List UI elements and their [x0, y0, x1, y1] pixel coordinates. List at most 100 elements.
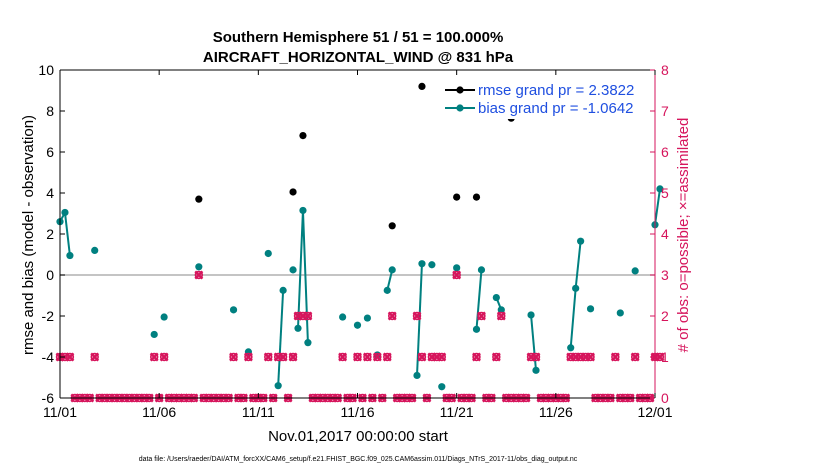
obs-possible-marker [194, 270, 204, 280]
bias-point [472, 325, 481, 333]
obs-possible-marker [373, 352, 382, 362]
obs-assimilated-marker [437, 352, 447, 362]
bias-point [492, 293, 500, 302]
obs-assimilated-marker [159, 352, 169, 362]
obs-assimilated-marker [353, 352, 362, 362]
y-right-tick-label: 8 [661, 62, 669, 78]
bias-point [453, 264, 461, 272]
bias-point [388, 266, 396, 274]
plot-area [60, 70, 655, 398]
bias-point [229, 306, 238, 314]
legend-box [440, 81, 648, 119]
obs-assimilated-marker [278, 352, 288, 362]
axes: -6 -4 -2 0 2 4 6 8 10 0 1 2 3 4 5 6 7 8 11/01 11/06 11/11 11/… [38, 62, 672, 420]
x-axis-label: Nov.01,2017 00:00:00 start [268, 428, 449, 445]
y-right-tick-label: 2 [661, 308, 669, 324]
obs-possible-marker [477, 311, 486, 321]
rmse-point [388, 222, 396, 230]
obs-possible-marker [472, 352, 481, 362]
x-tick-label: 11/11 [242, 404, 275, 420]
obs-assimilated-marker [477, 311, 486, 321]
obs-assimilated-marker [243, 352, 253, 362]
chart-subtitle: AIRCRAFT_HORIZONTAL_WIND @ 831 hPa [203, 49, 514, 66]
obs-assimilated-marker [417, 352, 427, 362]
obs-possible-marker [383, 352, 392, 362]
bias-point [428, 261, 436, 269]
bias-point [294, 324, 302, 332]
rmse-point [289, 188, 297, 196]
legend-rmse-marker [456, 86, 464, 94]
bias-point [438, 383, 446, 391]
y-right-tick-label: 5 [661, 185, 669, 201]
obs-assimilated-marker [263, 352, 273, 362]
obs-assimilated-marker [472, 352, 481, 362]
y-left-tick-label: -6 [42, 390, 55, 406]
y-left-tick-label: 2 [46, 226, 54, 242]
bias-point [413, 371, 421, 380]
rmse-point [453, 193, 461, 201]
x-tick-label: 11/06 [142, 404, 176, 420]
y-axis-label-left: rmse and bias (model - observation) [20, 115, 37, 355]
obs-assimilated-marker [531, 352, 541, 362]
y-left-tick-label: 4 [46, 185, 54, 201]
y-right-tick-label: 3 [661, 267, 669, 283]
bias-point [289, 266, 297, 274]
bias-point [304, 339, 312, 347]
bias-point [477, 266, 486, 274]
obs-possible-marker [497, 311, 506, 321]
y-right-tick-label: 4 [661, 226, 669, 242]
obs-possible-marker [264, 352, 273, 362]
obs-assimilated-marker [65, 352, 75, 362]
bias-point [61, 208, 69, 217]
bias-point [264, 249, 272, 258]
legend-bias-marker [456, 104, 464, 112]
bias-point [577, 237, 585, 245]
bias-point [195, 263, 203, 271]
bias-point [279, 286, 287, 294]
obs-assimilated-marker [387, 311, 397, 321]
obs-possible-marker [611, 352, 620, 362]
y-left-tick-label: 8 [46, 103, 54, 119]
y-right-tick-label: 7 [661, 103, 669, 119]
obs-possible-marker [417, 352, 427, 362]
bias-point [418, 260, 426, 268]
rmse-point [299, 132, 307, 140]
obs-assimilated-marker [303, 311, 313, 321]
y-left-tick-label: -2 [42, 308, 55, 324]
obs-possible-marker [353, 352, 362, 362]
obs-assimilated-marker [452, 270, 462, 280]
bias-point [274, 382, 282, 390]
obs-assimilated-marker [491, 352, 501, 362]
rmse-point [418, 82, 426, 90]
chart-title: Southern Hemisphere 51 / 51 = 100.000% [213, 29, 504, 46]
bias-point [160, 313, 168, 321]
bias-point [656, 185, 664, 193]
obs-assimilated-marker [412, 311, 422, 321]
bias-point [353, 321, 362, 329]
bias-line-segment [654, 188, 661, 225]
rmse-point [195, 195, 203, 203]
obs-possible-marker [159, 352, 169, 362]
obs-possible-marker [244, 352, 253, 362]
data-file-footnote: data file: /Users/raeder/DAI/ATM_forcXX/… [139, 456, 578, 463]
bias-point [497, 306, 505, 314]
obs-possible-marker [412, 311, 422, 321]
obs-possible-marker [452, 270, 461, 280]
bias-point [91, 246, 99, 254]
y-left-tick-label: -4 [42, 349, 55, 365]
obs-possible-marker [388, 311, 397, 321]
bias-point [567, 344, 575, 352]
obs-assimilated-marker [372, 352, 382, 362]
obs-assimilated-marker [362, 352, 372, 362]
obs-assimilated-marker [655, 352, 665, 362]
bias-point [339, 313, 347, 321]
obs-possible-marker [363, 352, 372, 362]
bias-point [572, 284, 580, 292]
y-left-tick-label: 0 [46, 267, 54, 283]
bias-point [586, 305, 595, 313]
obs-assimilated-marker [338, 352, 348, 362]
bias-point [527, 311, 535, 319]
x-tick-label: 11/21 [440, 404, 474, 420]
plot-background [60, 70, 655, 398]
